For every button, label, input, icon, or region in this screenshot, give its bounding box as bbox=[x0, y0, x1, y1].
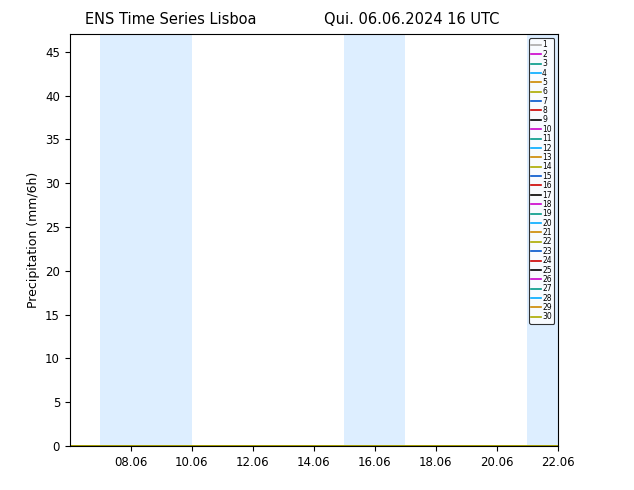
Bar bbox=[100, 34, 191, 446]
Text: ENS Time Series Lisboa: ENS Time Series Lisboa bbox=[86, 12, 257, 27]
Bar bbox=[344, 34, 405, 446]
Y-axis label: Precipitation (mm/6h): Precipitation (mm/6h) bbox=[27, 172, 39, 308]
Legend: 1, 2, 3, 4, 5, 6, 7, 8, 9, 10, 11, 12, 13, 14, 15, 16, 17, 18, 19, 20, 21, 22, 2: 1, 2, 3, 4, 5, 6, 7, 8, 9, 10, 11, 12, 1… bbox=[529, 38, 554, 324]
Text: Qui. 06.06.2024 16 UTC: Qui. 06.06.2024 16 UTC bbox=[325, 12, 500, 27]
Bar bbox=[527, 34, 558, 446]
